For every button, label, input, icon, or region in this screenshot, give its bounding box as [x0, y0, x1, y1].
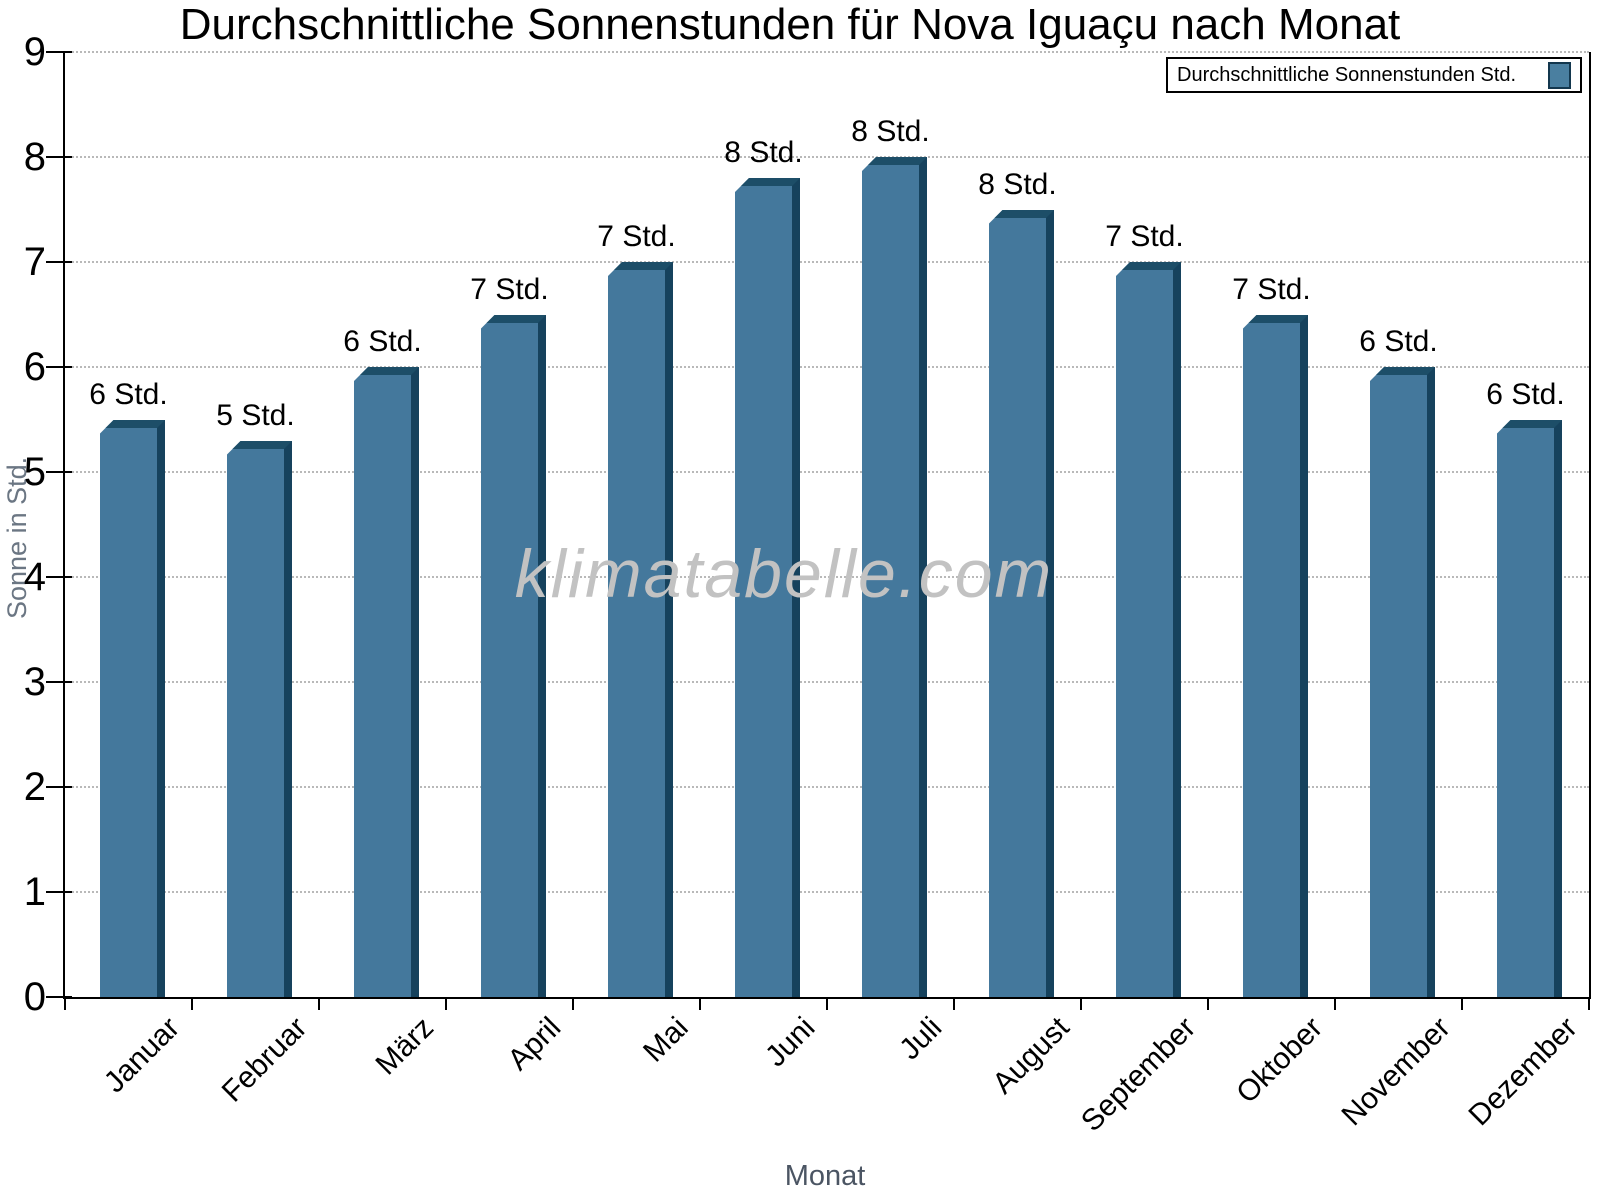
gridline — [65, 681, 1589, 683]
gridline — [65, 51, 1589, 53]
bar — [735, 178, 800, 997]
y-axis-tick — [46, 681, 72, 683]
x-axis-tick — [572, 997, 574, 1010]
x-axis-tick — [699, 997, 701, 1010]
y-tick-label: 1 — [23, 870, 46, 914]
y-tick-label: 5 — [23, 450, 46, 494]
gridline — [65, 471, 1589, 473]
bar — [100, 419, 165, 997]
y-tick-label: 3 — [23, 660, 46, 704]
bar — [1370, 367, 1435, 997]
legend-swatch-icon — [1548, 61, 1571, 89]
x-category-label: September — [1075, 1011, 1203, 1139]
x-axis-tick — [1588, 997, 1590, 1010]
bar-value-label: 7 Std. — [597, 220, 676, 253]
x-axis-tick — [64, 997, 66, 1010]
y-axis-tick — [46, 366, 72, 368]
x-axis-title: Monat — [784, 1160, 866, 1192]
y-tick-label: 4 — [23, 555, 46, 599]
x-axis-tick — [1334, 997, 1336, 1010]
bar-value-label: 8 Std. — [851, 115, 930, 148]
y-tick-label: 9 — [23, 30, 46, 74]
bar — [227, 440, 292, 997]
bar — [608, 262, 673, 997]
gridline — [65, 786, 1589, 788]
x-axis-tick — [1461, 997, 1463, 1010]
bar-value-label: 6 Std. — [343, 325, 422, 358]
legend: Durchschnittliche Sonnenstunden Std. — [1166, 57, 1582, 93]
y-tick-label: 7 — [23, 240, 46, 284]
bar — [989, 209, 1054, 997]
x-category-label: Mai — [636, 1011, 695, 1069]
watermark: klimatabelle.com — [514, 536, 1054, 612]
bar — [354, 367, 419, 997]
bar-value-label: 8 Std. — [978, 167, 1057, 201]
bar — [481, 314, 546, 997]
x-category-label: Juli — [893, 1011, 949, 1067]
bar — [1497, 419, 1562, 997]
y-axis-tick — [46, 156, 72, 158]
chart-title: Durchschnittliche Sonnenstunden für Nova… — [179, 0, 1401, 49]
bar-value-label: 8 Std. — [724, 136, 803, 169]
gridline — [65, 891, 1589, 893]
bar-value-label: 7 Std. — [1232, 272, 1311, 306]
y-axis-tick — [46, 471, 72, 473]
bar — [1243, 314, 1308, 997]
x-axis-tick — [1207, 997, 1209, 1010]
bar — [1116, 262, 1181, 997]
plot-area: klimatabelle.com 6 Std. 5 Std. 6 Std. 7 Std… — [46, 51, 1591, 1010]
gridline — [65, 366, 1589, 368]
x-axis-tick — [826, 997, 828, 1010]
x-axis-tick — [953, 997, 955, 1010]
bar-value-label: 5 Std. — [216, 398, 295, 432]
x-axis-tick — [318, 997, 320, 1010]
y-axis-tick — [46, 891, 72, 893]
gridline — [65, 261, 1589, 263]
x-category-label: Februar — [215, 1011, 314, 1109]
y-axis-tick — [46, 996, 72, 998]
bar-value-label: 7 Std. — [470, 272, 549, 306]
y-axis-tick — [46, 786, 72, 788]
y-tick-label: 6 — [23, 345, 46, 389]
x-category-label: Oktober — [1230, 1011, 1330, 1110]
y-axis-tick — [46, 261, 72, 263]
y-tick-label: 8 — [23, 135, 46, 179]
y-tick-label: 0 — [23, 975, 46, 1019]
x-axis-tick — [1080, 997, 1082, 1010]
x-category-label: April — [501, 1011, 568, 1077]
x-axis-tick — [445, 997, 447, 1010]
y-tick-label: 2 — [23, 765, 46, 809]
x-category-label: August — [985, 1011, 1076, 1101]
x-category-label: Juni — [759, 1011, 822, 1074]
x-category-label: Dezember — [1462, 1011, 1584, 1133]
x-axis-tick — [191, 997, 193, 1010]
gridline — [65, 156, 1589, 158]
x-category-label: Januar — [98, 1011, 187, 1100]
bar-value-label: 6 Std. — [1486, 377, 1565, 411]
bar — [862, 157, 927, 997]
x-category-label: März — [369, 1011, 441, 1082]
gridline — [65, 576, 1589, 578]
bar-value-label: 6 Std. — [1359, 325, 1438, 358]
bar-value-label: 6 Std. — [89, 377, 168, 411]
y-axis-tick — [46, 576, 72, 578]
bar-value-label: 7 Std. — [1105, 220, 1184, 253]
legend-label: Durchschnittliche Sonnenstunden Std. — [1177, 63, 1517, 86]
x-category-label: November — [1335, 1011, 1457, 1133]
y-axis-tick — [46, 51, 72, 53]
